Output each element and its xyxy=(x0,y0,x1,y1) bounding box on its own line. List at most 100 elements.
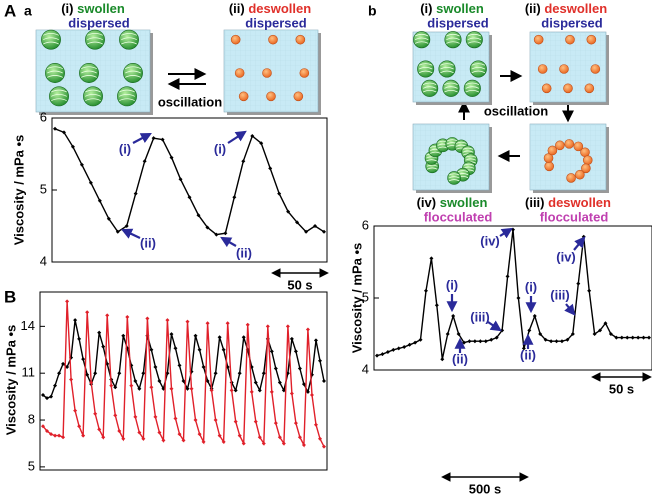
data-point xyxy=(527,328,532,333)
data-point xyxy=(73,408,78,413)
deswollen-particle xyxy=(541,83,552,94)
particle-texture xyxy=(87,41,103,45)
data-point xyxy=(93,371,98,376)
state-name: deswollen xyxy=(544,1,607,16)
particle-texture xyxy=(440,70,454,74)
data-point xyxy=(93,411,98,416)
plot-frame xyxy=(39,291,328,471)
particle-texture xyxy=(422,82,437,85)
data-point xyxy=(241,335,246,340)
state-label: (iii) deswollen xyxy=(525,195,611,210)
data-point xyxy=(101,435,106,440)
particle-texture xyxy=(43,37,59,41)
data-point xyxy=(105,313,110,318)
y-axis-label: Viscosity / mPa •s xyxy=(3,325,18,436)
state-name: deswollen xyxy=(548,195,611,210)
state-diagram xyxy=(223,29,321,115)
deswollen-particle xyxy=(262,68,272,78)
data-point xyxy=(173,416,178,421)
scale-bar-label: 50 s xyxy=(609,381,634,396)
data-point xyxy=(608,332,613,336)
particle-texture xyxy=(465,86,480,89)
data-point xyxy=(142,159,147,164)
annotation-arrow xyxy=(227,130,247,144)
particle-texture xyxy=(444,82,458,85)
data-point xyxy=(456,332,461,336)
data-point xyxy=(187,195,192,200)
data-point xyxy=(489,337,494,342)
data-point xyxy=(157,430,162,435)
data-point xyxy=(407,342,412,347)
particle-texture xyxy=(119,94,135,97)
data-point xyxy=(285,324,290,329)
data-point xyxy=(289,336,294,341)
particle-texture xyxy=(81,75,97,78)
data-point xyxy=(445,332,450,336)
y-tick-label: 6 xyxy=(362,217,369,232)
data-point xyxy=(61,361,66,366)
data-point xyxy=(511,227,515,232)
swollen-particle xyxy=(41,29,61,50)
data-point xyxy=(521,346,526,351)
data-point xyxy=(297,435,302,440)
data-point xyxy=(69,377,74,382)
data-point xyxy=(113,385,118,390)
particle-texture xyxy=(422,86,437,89)
particle-texture xyxy=(467,33,482,37)
data-point xyxy=(269,389,274,394)
swollen-particle xyxy=(463,79,481,97)
deswollen-particle xyxy=(563,83,573,94)
data-point xyxy=(603,321,608,326)
data-point xyxy=(483,339,488,344)
particle-texture xyxy=(465,158,477,161)
data-point xyxy=(85,310,90,315)
data-point xyxy=(45,428,50,433)
deswollen-particle xyxy=(590,64,601,74)
state-label: (ii) deswollen xyxy=(525,1,607,16)
data-point xyxy=(253,380,258,385)
data-point xyxy=(257,435,262,440)
data-point xyxy=(516,296,521,300)
data-point xyxy=(232,195,237,200)
state-label: (ii) deswollen xyxy=(229,1,311,16)
deswollen-particle xyxy=(565,34,575,45)
particle-texture xyxy=(457,170,469,173)
panel-label: a xyxy=(24,3,32,19)
data-point xyxy=(88,180,93,185)
data-point xyxy=(245,322,250,327)
particle-texture xyxy=(463,166,475,169)
data-point xyxy=(429,256,434,261)
data-point xyxy=(125,314,130,319)
y-axis-label: Viscosity / mPa •s xyxy=(349,243,364,354)
swollen-particle xyxy=(119,29,139,50)
y-axis-label: Viscosity / mPa •s xyxy=(11,135,26,246)
deswollen-particle xyxy=(234,68,245,78)
data-point xyxy=(223,231,228,236)
annotation: (i) xyxy=(214,141,226,156)
data-point xyxy=(141,436,146,441)
state-diagram xyxy=(529,123,609,193)
data-point xyxy=(117,371,122,376)
annotation: (iv) xyxy=(556,249,576,264)
data-point xyxy=(205,321,210,326)
annotation-arrow xyxy=(487,320,502,332)
particle-texture xyxy=(455,141,467,144)
swollen-particle xyxy=(421,79,439,97)
data-point xyxy=(402,344,407,349)
particle-texture xyxy=(471,63,486,66)
dispersion-label: dispersed xyxy=(245,15,306,30)
data-point xyxy=(153,364,158,369)
data-point xyxy=(121,333,126,338)
data-point xyxy=(73,318,78,323)
data-point xyxy=(49,394,54,399)
particle-texture xyxy=(440,63,454,66)
data-point xyxy=(543,337,548,342)
data-point xyxy=(233,419,238,424)
deswollen-particle xyxy=(266,91,276,102)
oscillation-label: oscillation xyxy=(158,94,222,109)
particle-texture xyxy=(471,70,486,74)
data-point xyxy=(205,225,210,230)
data-point xyxy=(277,435,282,440)
deswollen-particle xyxy=(268,34,278,45)
data-point xyxy=(317,358,322,363)
